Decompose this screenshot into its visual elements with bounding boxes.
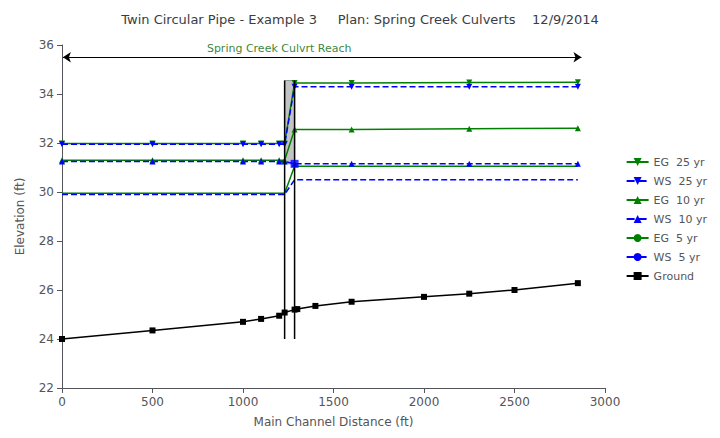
svg-text:Spring Creek Culvrt Reach: Spring Creek Culvrt Reach bbox=[207, 42, 352, 55]
svg-text:2500: 2500 bbox=[499, 395, 530, 409]
svg-text:1000: 1000 bbox=[228, 395, 259, 409]
svg-text:Ground: Ground bbox=[654, 270, 694, 283]
svg-text:26: 26 bbox=[39, 283, 54, 297]
svg-text:34: 34 bbox=[39, 87, 54, 101]
svg-text:Elevation (ft): Elevation (ft) bbox=[13, 178, 27, 256]
svg-text:24: 24 bbox=[39, 332, 54, 346]
svg-text:3000: 3000 bbox=[590, 395, 621, 409]
svg-text:EG 25 yr: EG 25 yr bbox=[654, 156, 705, 169]
svg-text:WS 10 yr: WS 10 yr bbox=[654, 213, 708, 226]
svg-text:0: 0 bbox=[58, 395, 66, 409]
svg-text:36: 36 bbox=[39, 38, 54, 52]
svg-text:WS 5 yr: WS 5 yr bbox=[654, 251, 701, 264]
svg-text:30: 30 bbox=[39, 185, 54, 199]
svg-text:WS 25 yr: WS 25 yr bbox=[654, 175, 708, 188]
svg-text:EG 10 yr: EG 10 yr bbox=[654, 194, 705, 207]
svg-text:28: 28 bbox=[39, 234, 54, 248]
svg-text:EG 5 yr: EG 5 yr bbox=[654, 232, 698, 245]
svg-text:32: 32 bbox=[39, 136, 54, 150]
svg-text:1500: 1500 bbox=[318, 395, 349, 409]
svg-text:Twin Circular Pipe - Example 3: Twin Circular Pipe - Example 3 Plan: Spr… bbox=[120, 12, 599, 27]
svg-text:22: 22 bbox=[39, 381, 54, 395]
svg-text:Main Channel Distance (ft): Main Channel Distance (ft) bbox=[254, 415, 414, 429]
svg-text:2000: 2000 bbox=[409, 395, 440, 409]
svg-text:500: 500 bbox=[141, 395, 164, 409]
